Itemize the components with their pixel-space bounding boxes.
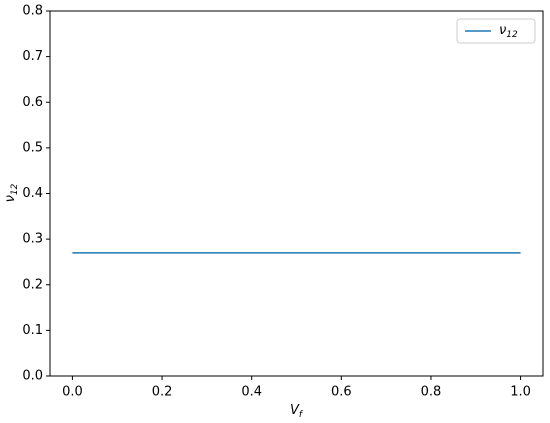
x-tick-label: 1.0: [510, 385, 531, 400]
x-tick-label: 0.4: [241, 385, 262, 400]
legend-label: ν12: [499, 23, 518, 40]
x-tick-label: 0.8: [421, 385, 442, 400]
plot-frame: [49, 10, 544, 377]
y-axis-label: ν12: [3, 183, 20, 202]
x-axis-label: Vf: [290, 403, 304, 420]
x-tick-label: 0.2: [152, 385, 173, 400]
y-tick-label: 0.3: [22, 232, 43, 247]
y-tick-label: 0.1: [22, 323, 43, 338]
y-tick-label: 0.2: [22, 277, 43, 292]
y-tick-label: 0.7: [22, 49, 43, 64]
y-tick-label: 0.6: [22, 95, 43, 110]
y-tick-label: 0.8: [22, 4, 43, 19]
legend-box: [456, 18, 536, 44]
y-tick-label: 0.5: [22, 140, 43, 155]
y-tick-label: 0.0: [22, 369, 43, 384]
x-tick-label: 0.0: [62, 385, 83, 400]
y-tick-label: 0.4: [22, 186, 43, 201]
x-tick-label: 0.6: [331, 385, 352, 400]
